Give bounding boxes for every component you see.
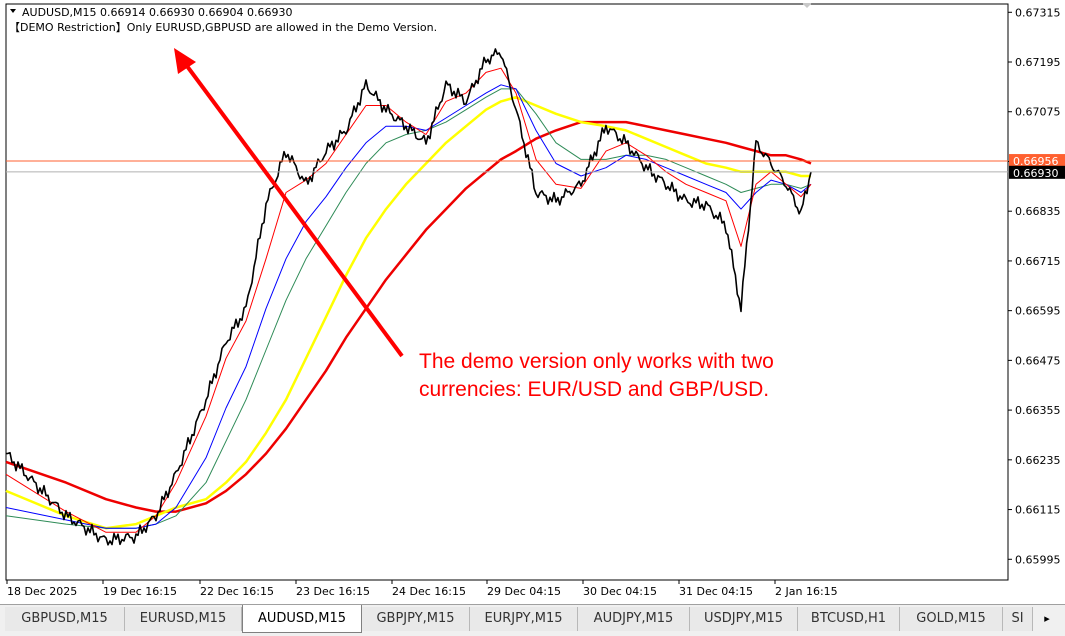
- time-tick-label: 19 Dec 16:15: [103, 585, 177, 598]
- tab-eurjpy-m15[interactable]: EURJPY,M15: [470, 607, 578, 631]
- annotation-arrow: [174, 48, 404, 358]
- price-tick-label: 0.67195: [1015, 56, 1061, 69]
- price-tick-label: 0.66835: [1015, 205, 1061, 218]
- series-price: [5, 48, 812, 546]
- tab-btcusd-h1[interactable]: BTCUSD,H1: [798, 607, 900, 631]
- time-tick-label: 22 Dec 16:15: [200, 585, 274, 598]
- price-tick-label: 0.66355: [1015, 404, 1061, 417]
- time-tick-label: 2 Jan 16:15: [775, 585, 838, 598]
- tab-eurusd-m15[interactable]: EURUSD,M15: [125, 607, 242, 631]
- annotation-line-1: The demo version only works with two: [419, 350, 774, 373]
- chart[interactable]: 0.673150.671950.670750.669550.668350.667…: [0, 0, 1065, 604]
- plot-area[interactable]: [5, 3, 1009, 581]
- price-tick-label: 0.66235: [1015, 454, 1061, 467]
- time-tick-label: 31 Dec 04:15: [679, 585, 753, 598]
- bid-price-badge: [1009, 165, 1065, 179]
- price-tick-label: 0.66595: [1015, 305, 1061, 318]
- price-tick-label: 0.67075: [1015, 106, 1061, 119]
- scroll-marker-icon[interactable]: [802, 3, 812, 8]
- bid-price-label: 0.66930: [1013, 167, 1059, 180]
- price-tick-label: 0.66715: [1015, 255, 1061, 268]
- tab-gbpjpy-m15[interactable]: GBPJPY,M15: [362, 607, 470, 631]
- time-tick-label: 29 Dec 04:15: [487, 585, 561, 598]
- tab-gold-m15[interactable]: GOLD,M15: [900, 607, 1003, 631]
- price-tick-label: 0.66475: [1015, 354, 1061, 367]
- price-tick-label: 0.65995: [1015, 553, 1061, 566]
- time-tick-label: 24 Dec 16:15: [392, 585, 466, 598]
- chart-tab-bar: GBPUSD,M15 EURUSD,M15 AUDUSD,M15 GBPJPY,M15…: [0, 604, 1065, 636]
- time-tick-label: 23 Dec 16:15: [296, 585, 370, 598]
- ask-price-badge: [1009, 154, 1065, 168]
- tab-usdjpy-m15[interactable]: USDJPY,M15: [690, 607, 798, 631]
- series-ma-green: [5, 88, 812, 529]
- tab-audjpy-m15[interactable]: AUDJPY,M15: [578, 607, 690, 631]
- chart-menu-icon[interactable]: [10, 9, 16, 13]
- tab-si[interactable]: SI: [1003, 607, 1033, 631]
- series-layer: [5, 48, 812, 546]
- price-axis: 0.673150.671950.670750.669550.668350.667…: [1008, 6, 1065, 566]
- series-ma-slow: [5, 120, 812, 513]
- time-tick-label: 30 Dec 04:15: [583, 585, 657, 598]
- price-tick-label: 0.66115: [1015, 504, 1061, 517]
- tab-audusd-m15[interactable]: AUDUSD,M15: [242, 605, 362, 633]
- series-ma-fast: [5, 67, 812, 533]
- tab-gbpusd-m15[interactable]: GBPUSD,M15: [5, 607, 125, 631]
- annotation-line-2: currencies: EUR/USD and GBP/USD.: [419, 378, 769, 401]
- series-ma-yellow: [5, 95, 811, 530]
- symbol-info: AUDUSD,M15 0.66914 0.66930 0.66904 0.669…: [22, 6, 292, 19]
- demo-restriction-text: 【DEMO Restriction】Only EURUSD,GBPUSD are…: [9, 21, 437, 34]
- tab-scroll-right-icon[interactable]: ▸: [1044, 612, 1050, 625]
- ask-price-label: 0.66956: [1013, 155, 1059, 168]
- time-tick-label: 18 Dec 2025: [7, 585, 77, 598]
- series-ma-blue: [5, 84, 812, 529]
- time-axis: 18 Dec 2025 19 Dec 16:15 22 Dec 16:15 23 De…: [6, 580, 838, 598]
- price-tick-label: 0.67315: [1015, 6, 1061, 19]
